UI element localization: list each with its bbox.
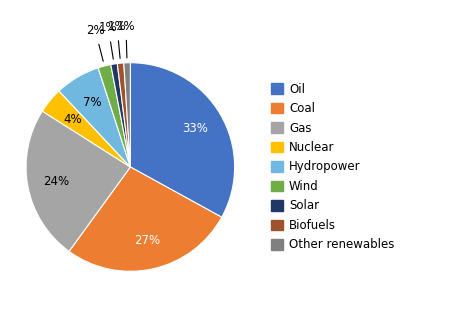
Text: 4%: 4% <box>63 113 82 126</box>
Text: 7%: 7% <box>83 96 101 109</box>
Text: 1%: 1% <box>117 20 135 33</box>
Text: 1%: 1% <box>99 21 118 34</box>
Wedge shape <box>69 167 222 271</box>
Wedge shape <box>117 63 130 167</box>
Text: 27%: 27% <box>134 234 160 247</box>
Text: 2%: 2% <box>86 24 105 37</box>
Text: 24%: 24% <box>44 175 70 188</box>
Wedge shape <box>111 63 130 167</box>
Wedge shape <box>42 91 130 167</box>
Text: 33%: 33% <box>182 122 208 135</box>
Wedge shape <box>130 63 235 217</box>
Legend: Oil, Coal, Gas, Nuclear, Hydropower, Wind, Solar, Biofuels, Other renewables: Oil, Coal, Gas, Nuclear, Hydropower, Win… <box>266 78 399 256</box>
Wedge shape <box>124 63 130 167</box>
Text: 1%: 1% <box>108 20 127 33</box>
Wedge shape <box>26 111 130 252</box>
Wedge shape <box>98 64 130 167</box>
Wedge shape <box>59 68 130 167</box>
